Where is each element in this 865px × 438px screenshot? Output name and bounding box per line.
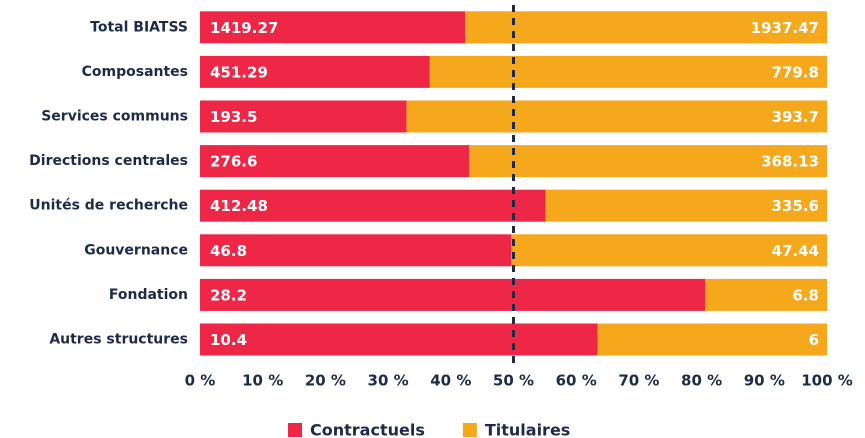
value-label: 276.6 bbox=[210, 153, 257, 171]
legend-label: Contractuels bbox=[310, 421, 425, 438]
x-tick-label: 10 % bbox=[242, 372, 283, 390]
bar-segment bbox=[465, 11, 827, 44]
value-label: 28.2 bbox=[210, 286, 247, 304]
bar-segment bbox=[705, 278, 827, 311]
x-tick-label: 80 % bbox=[681, 372, 722, 390]
x-tick-label: 90 % bbox=[744, 372, 785, 390]
bar-segment bbox=[200, 11, 466, 44]
bar-segment bbox=[200, 278, 706, 311]
x-tick-label: 60 % bbox=[556, 372, 597, 390]
x-tick-label: 30 % bbox=[368, 372, 409, 390]
value-label: 6.8 bbox=[792, 286, 819, 304]
category-label: Services communs bbox=[41, 109, 188, 125]
legend-swatch bbox=[462, 423, 477, 437]
value-label: 10.4 bbox=[210, 331, 247, 349]
category-label: Fondation bbox=[109, 287, 188, 303]
bar-segment bbox=[200, 145, 469, 178]
bar-segment bbox=[200, 234, 512, 267]
bar-segment bbox=[545, 189, 827, 222]
value-label: 412.48 bbox=[210, 197, 268, 215]
bar-segment bbox=[429, 55, 827, 88]
value-label: 451.29 bbox=[210, 63, 268, 81]
bar-segment bbox=[200, 55, 430, 88]
value-label: 1937.47 bbox=[751, 19, 819, 37]
bar-segment bbox=[511, 234, 827, 267]
legend-swatch bbox=[288, 423, 302, 437]
value-label: 193.5 bbox=[210, 108, 257, 126]
legend-label: Titulaires bbox=[485, 421, 570, 438]
bar-segment bbox=[406, 100, 827, 133]
bar-segment bbox=[200, 189, 546, 222]
bar-segment bbox=[200, 100, 407, 133]
x-tick-label: 50 % bbox=[493, 372, 534, 390]
x-tick-label: 70 % bbox=[618, 372, 659, 390]
value-label: 46.8 bbox=[210, 242, 247, 260]
x-tick-label: 0 % bbox=[185, 372, 216, 390]
bar-segment bbox=[597, 323, 827, 356]
x-tick-label: 100 % bbox=[801, 372, 853, 390]
x-tick-label: 20 % bbox=[305, 372, 346, 390]
value-label: 6 bbox=[809, 331, 819, 349]
value-label: 47.44 bbox=[772, 242, 819, 260]
category-label: Gouvernance bbox=[84, 242, 188, 258]
value-label: 1419.27 bbox=[210, 19, 278, 37]
category-label: Autres structures bbox=[49, 332, 188, 348]
bar-segment bbox=[468, 145, 827, 178]
value-label: 393.7 bbox=[772, 108, 819, 126]
bar-segment bbox=[200, 323, 598, 356]
value-label: 779.8 bbox=[772, 63, 819, 81]
category-label: Composantes bbox=[82, 64, 188, 80]
value-label: 368.13 bbox=[761, 153, 819, 171]
x-tick-label: 40 % bbox=[430, 372, 471, 390]
category-label: Directions centrales bbox=[29, 153, 188, 169]
value-label: 335.6 bbox=[772, 197, 819, 215]
category-label: Unités de recherche bbox=[29, 198, 188, 214]
category-label: Total BIATSS bbox=[90, 19, 188, 35]
